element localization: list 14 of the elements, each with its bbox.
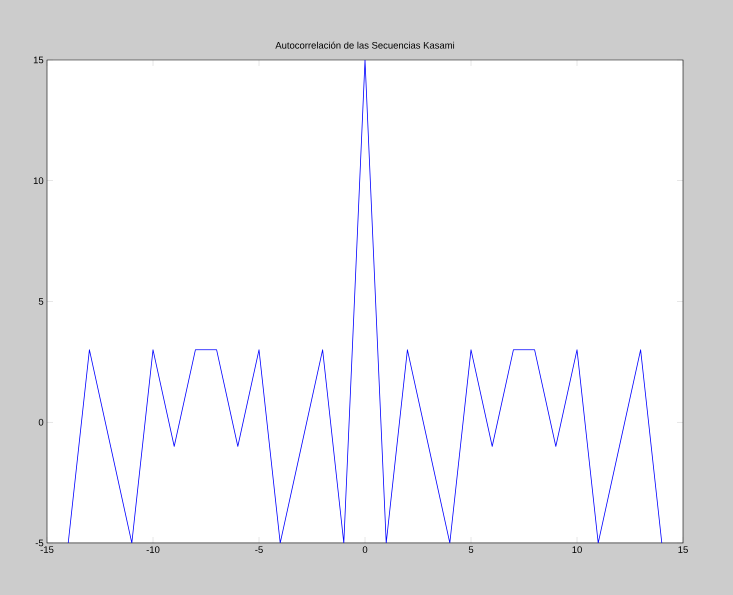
x-tick-label: 0 — [362, 546, 368, 554]
x-tick-label: -15 — [40, 546, 54, 553]
x-tick-label: 15 — [678, 546, 688, 553]
y-tick-label: -5 — [36, 540, 44, 546]
x-tick-label: -10 — [146, 546, 160, 554]
x-tick-label: 10 — [572, 546, 582, 554]
y-tick-label: 0 — [38, 418, 44, 426]
chart-title: Autocorrelación de las Secuencias Kasami — [275, 42, 454, 49]
x-tick-label: -5 — [255, 546, 263, 553]
x-tick-label: 5 — [468, 546, 474, 553]
y-tick-label: 5 — [38, 298, 44, 305]
y-tick-label: 15 — [34, 56, 44, 64]
line-series — [68, 60, 662, 543]
y-tick-label: 10 — [34, 177, 44, 184]
